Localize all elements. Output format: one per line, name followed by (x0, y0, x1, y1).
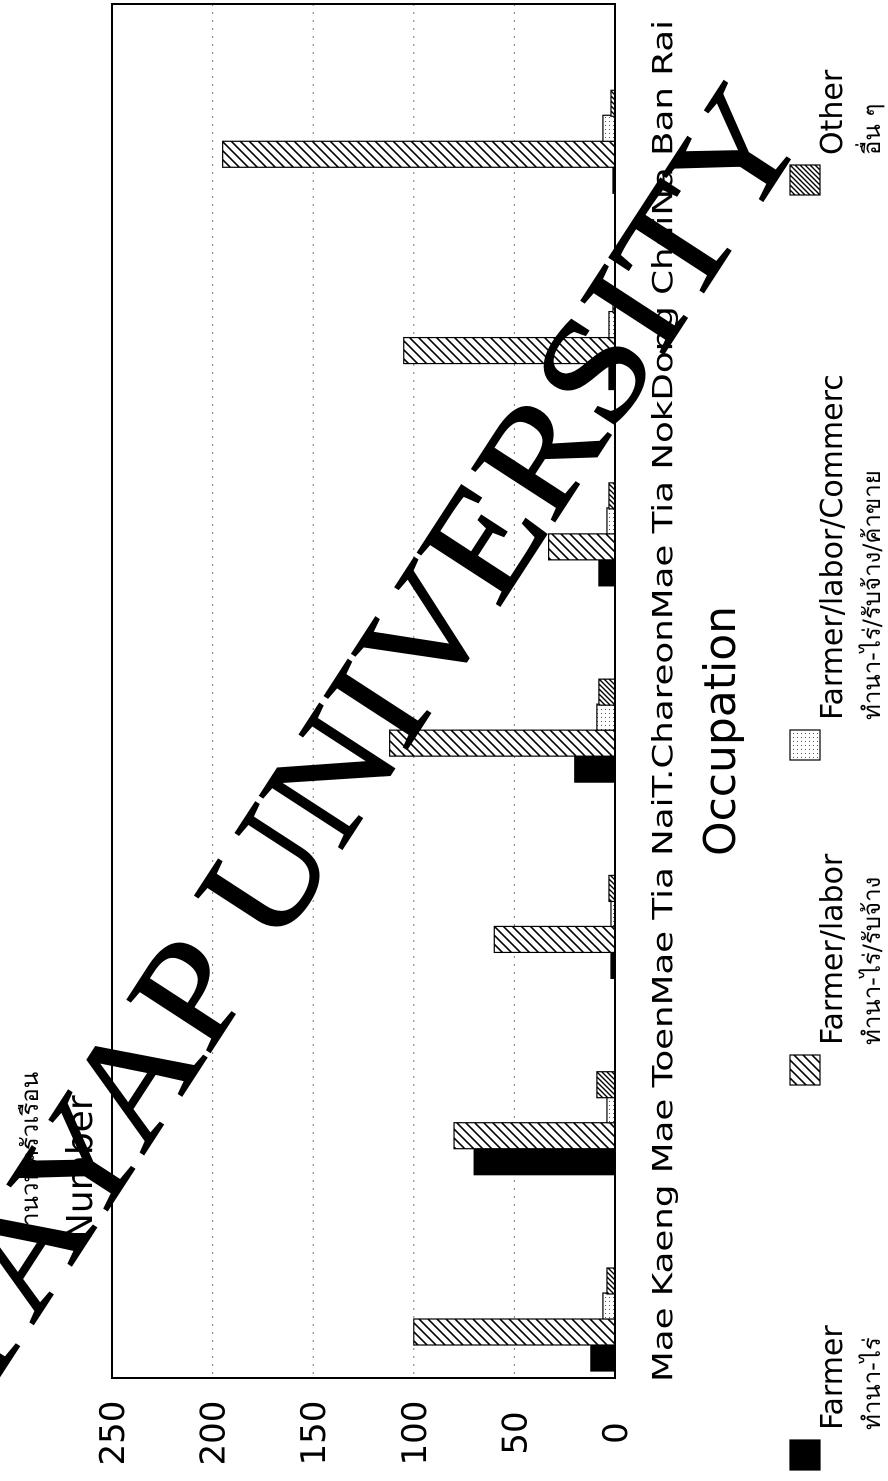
bar (602, 114, 616, 142)
tick-label: 100 (395, 1401, 435, 1466)
legend-label: Farmer/labor/Commerc (815, 374, 850, 720)
bars (222, 89, 616, 1372)
bar (574, 755, 616, 783)
bar (590, 1344, 616, 1372)
bar (403, 336, 616, 365)
value-axis-label-thai: จำนวนครัวเรือน (16, 1072, 44, 1240)
value-axis-label: Number (60, 1095, 101, 1240)
legend-item: Farmer ทำนา-ไร่ (789, 1325, 886, 1471)
bar (389, 729, 616, 757)
legend-label: Farmer (815, 1325, 850, 1430)
category-axis-labels: Mae Kaeng Mae ToenMae Tia NaiT.ChareonMa… (646, 20, 679, 1382)
legend-label-thai: ทำนา-ไร่/รับจ้าง (858, 877, 886, 1045)
legend-item: Other อื่น ๆ (789, 69, 886, 196)
tick-label: 200 (194, 1401, 234, 1466)
legend-swatch (789, 1439, 821, 1471)
legend-label-thai: ทำนา-ไร่/รับจ้าง/ค้าขาย (858, 470, 886, 720)
legend-label: Farmer/labor (815, 853, 850, 1045)
legend-label-thai: ทำนา-ไร่ (858, 1337, 886, 1430)
bar (413, 1318, 616, 1346)
legend: Farmer ทำนา-ไร่ Farmer/labor ทำนา-ไร่/รับจ้… (789, 69, 886, 1471)
value-tick-labels: 0 50 100 150 200 250 (93, 1401, 636, 1466)
legend-label: Other (815, 69, 850, 155)
bar (598, 559, 616, 587)
bar (453, 1122, 616, 1150)
tick-label: 50 (495, 1411, 535, 1454)
chart-title: Occupation (695, 606, 746, 856)
legend-item: Farmer/labor ทำนา-ไร่/รับจ้าง (789, 853, 886, 1086)
legend-swatch (789, 729, 821, 761)
bar (548, 533, 616, 561)
plot-frame (111, 3, 616, 1379)
legend-swatch (789, 164, 821, 196)
bar (606, 1096, 616, 1124)
bar (596, 703, 616, 731)
legend-label-thai: อื่น ๆ (855, 104, 886, 155)
tick-label: 150 (294, 1401, 334, 1466)
bar (598, 678, 616, 706)
tick-label: 0 (596, 1422, 636, 1444)
tick-label: 250 (93, 1401, 133, 1466)
bar (602, 1292, 616, 1320)
legend-item: Farmer/labor/Commerc ทำนา-ไร่/รับจ้าง/ค้า… (789, 374, 886, 761)
legend-swatch (789, 1054, 821, 1086)
bar (596, 1071, 616, 1099)
bar (493, 925, 616, 954)
bar (222, 140, 616, 168)
bar (473, 1148, 616, 1176)
bar (606, 507, 616, 535)
bar (606, 1267, 616, 1295)
